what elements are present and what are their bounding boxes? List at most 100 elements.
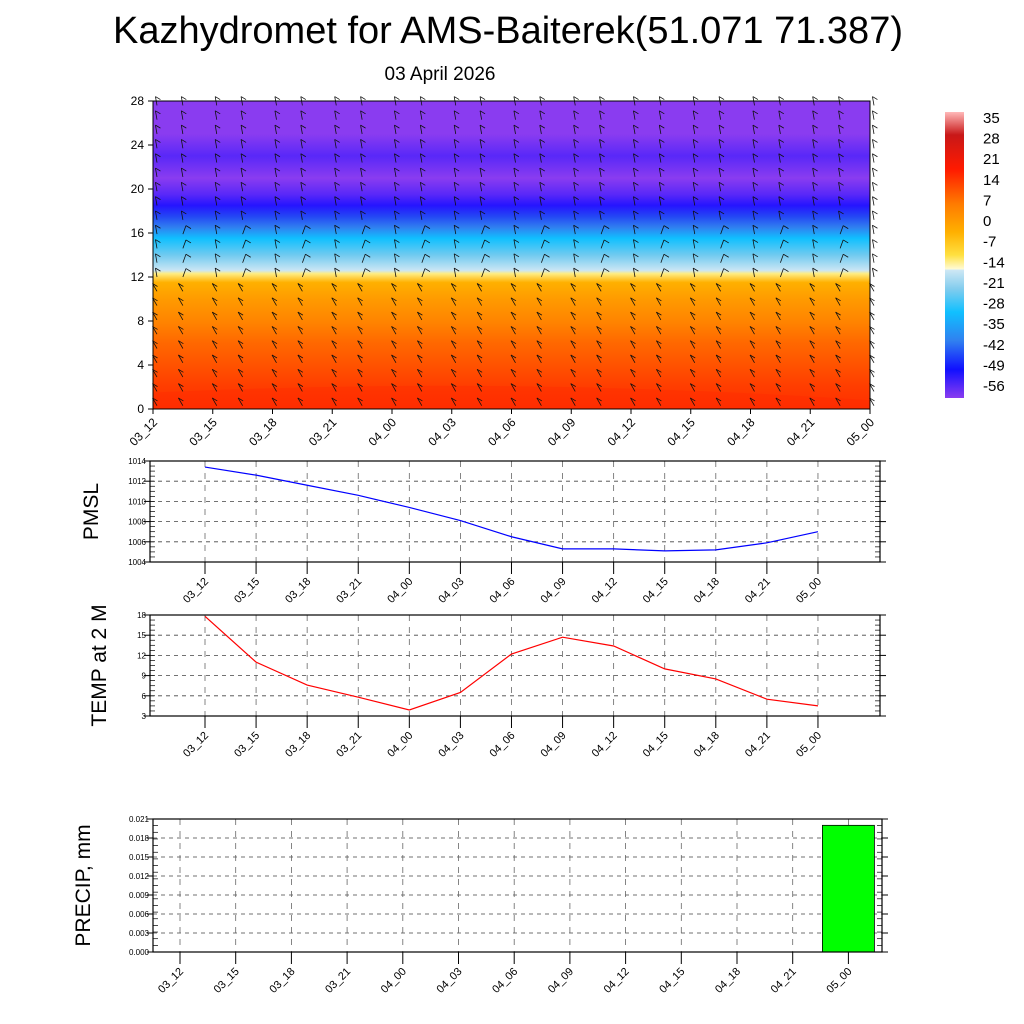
wind-barb (237, 383, 243, 392)
wind-barb (271, 283, 277, 292)
wind-barb-feather (510, 297, 517, 302)
wind-barb (331, 354, 337, 363)
wind-barb-feather (536, 283, 543, 287)
wind-barb (155, 153, 158, 163)
wind-barb (453, 167, 457, 177)
precip-bar (822, 824, 875, 953)
wind-barb (812, 139, 815, 149)
x-tick-label: 04_21 (784, 415, 818, 449)
wind-barb-feather (360, 196, 366, 200)
wind-barb-feather (334, 139, 340, 143)
wind-barb (656, 311, 662, 321)
x-tick-label: 03_18 (283, 576, 313, 606)
wind-barb (720, 254, 725, 263)
wind-barb-feather (245, 225, 251, 229)
wind-barb (237, 369, 243, 378)
wind-barb-feather (364, 239, 371, 244)
wind-barb (513, 268, 516, 278)
wind-barb-feather (237, 311, 244, 316)
wind-barb-feather (453, 124, 460, 129)
wind-barb (394, 210, 397, 220)
wind-barb-feather (297, 311, 304, 316)
wind-barb-feather (300, 110, 307, 115)
wind-barb (835, 397, 841, 406)
wind-barb (570, 340, 576, 349)
wind-barb (240, 153, 244, 163)
wind-barb-feather (331, 311, 337, 316)
x-tick-label: 04_09 (539, 576, 569, 606)
wind-barb-feather (300, 196, 307, 200)
wind-barb (211, 283, 218, 292)
wind-barb (839, 239, 844, 249)
wind-barb-feather (484, 253, 490, 258)
wind-barb (274, 196, 277, 206)
wind-barb (536, 383, 542, 392)
y-tick-label: 12 (137, 651, 146, 660)
wind-barb (453, 239, 457, 249)
wind-barb-feather (155, 196, 161, 200)
wind-barb-feather (835, 383, 841, 387)
wind-barb (778, 153, 781, 163)
wind-barb-feather (181, 196, 187, 200)
wind-barb (630, 297, 636, 306)
wind-barb (481, 254, 486, 263)
wind-barb-feather (573, 124, 579, 129)
wind-barb-feather (513, 210, 520, 215)
wind-barb (599, 167, 602, 177)
wind-barb (297, 369, 303, 378)
wind-barb-feather (394, 267, 400, 272)
wind-barb (872, 253, 875, 263)
wind-barb-feather (424, 268, 431, 272)
wind-barb-feather (451, 311, 457, 316)
wind-barb (838, 125, 841, 135)
wind-barb-feather (394, 210, 400, 215)
wind-barb (334, 139, 337, 149)
wind-barb-feather (453, 181, 460, 186)
wind-barb-feather (630, 326, 636, 330)
wind-barb-feather (178, 340, 184, 345)
x-tick-label: 04_15 (657, 966, 687, 996)
wind-barb-feather (663, 225, 670, 229)
wind-barb (360, 139, 363, 149)
wind-barb-feather (812, 181, 818, 186)
wind-barb-feather (178, 283, 184, 287)
wind-barb-feather (476, 311, 483, 316)
wind-barb (479, 167, 483, 177)
wind-barb-feather (479, 167, 486, 172)
wind-barb (360, 125, 363, 135)
wind-barb (237, 340, 243, 349)
y-tick-label: 1010 (128, 497, 146, 506)
wind-barb-feather (573, 196, 579, 200)
wind-barb (838, 196, 841, 206)
wind-barb (570, 354, 576, 363)
wind-barb (689, 369, 696, 378)
wind-barb-feather (656, 283, 662, 287)
x-tick-label: 03_12 (127, 415, 161, 449)
wind-barb (357, 311, 363, 321)
wind-barb-feather (453, 196, 460, 200)
x-tick-label: 03_12 (156, 966, 186, 996)
wind-barb (809, 326, 815, 335)
x-tick-label: 04_00 (385, 730, 415, 760)
wind-barb (812, 210, 815, 220)
colorbar-scale (945, 112, 964, 398)
wind-barb (394, 139, 397, 149)
wind-barb-feather (599, 181, 605, 186)
wind-barb (180, 110, 184, 120)
wind-barb (357, 326, 363, 335)
wind-barb-feather (659, 167, 665, 172)
wind-barb (573, 225, 576, 235)
wind-barb-feather (451, 297, 457, 302)
x-tick-label: 04_12 (590, 576, 620, 606)
wind-barb-feather (417, 340, 423, 345)
wind-barb (573, 125, 576, 135)
wind-barb (240, 196, 244, 206)
wind-barb (361, 254, 366, 263)
wind-barb (479, 182, 483, 192)
wind-barb-feather (297, 283, 304, 287)
wind-barb-feather (630, 397, 636, 402)
wind-barb (718, 182, 722, 192)
wind-barb-feather (360, 139, 366, 143)
wind-barb (656, 354, 662, 363)
wind-barb-feather (599, 167, 605, 172)
